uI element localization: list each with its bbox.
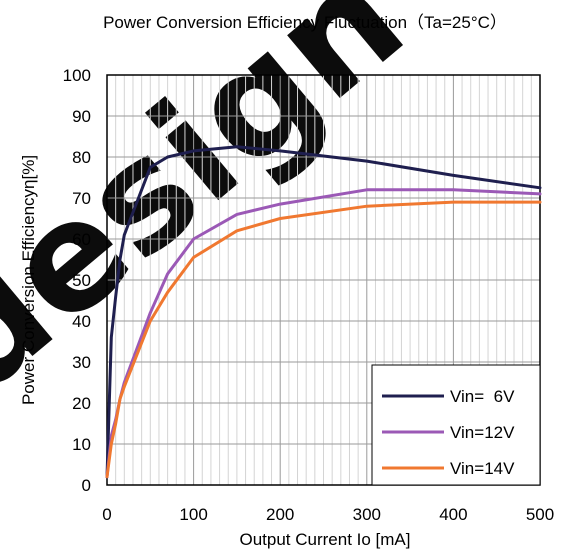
legend-label: Vin=14V	[450, 459, 515, 478]
x-tick-label: 100	[179, 505, 207, 524]
y-tick-label: 70	[72, 189, 91, 208]
watermark-text: design	[0, 0, 435, 428]
series-line-3	[105, 200, 542, 479]
y-tick-label: 30	[72, 353, 91, 372]
x-tick-label: 200	[266, 505, 294, 524]
y-tick-label: 0	[82, 476, 91, 495]
x-tick-label: 400	[439, 505, 467, 524]
watermark: design	[0, 0, 435, 428]
y-tick-label: 60	[72, 230, 91, 249]
y-tick-label: 40	[72, 312, 91, 331]
y-tick-label: 10	[72, 435, 91, 454]
legend-label: Vin=12V	[450, 423, 515, 442]
chart-title: Power Conversion Efficiency Fluctuation（…	[103, 13, 507, 32]
y-tick-label: 90	[72, 107, 91, 126]
tick-labels: 0 100 200 300 400 500 0 10 20 30 40 50 60 70 80 90 100	[63, 66, 555, 524]
x-tick-label: 300	[353, 505, 381, 524]
series-layer	[105, 145, 542, 479]
x-tick-label: 0	[102, 505, 111, 524]
legend-label: Vin= 6V	[450, 387, 515, 406]
y-tick-label: 100	[63, 66, 91, 85]
x-tick-label: 500	[526, 505, 554, 524]
y-tick-label: 80	[72, 148, 91, 167]
y-tick-label: 50	[72, 271, 91, 290]
legend: Vin= 6V Vin=12V Vin=14V	[371, 364, 541, 486]
legend-box	[371, 364, 541, 486]
y-axis-title: Power Conversion Efficiencyη[%]	[19, 155, 38, 405]
series-line-1	[105, 145, 542, 479]
plot-frame	[106, 74, 541, 486]
y-tick-label: 20	[72, 394, 91, 413]
x-axis-title: Output Current Io [mA]	[239, 530, 410, 549]
